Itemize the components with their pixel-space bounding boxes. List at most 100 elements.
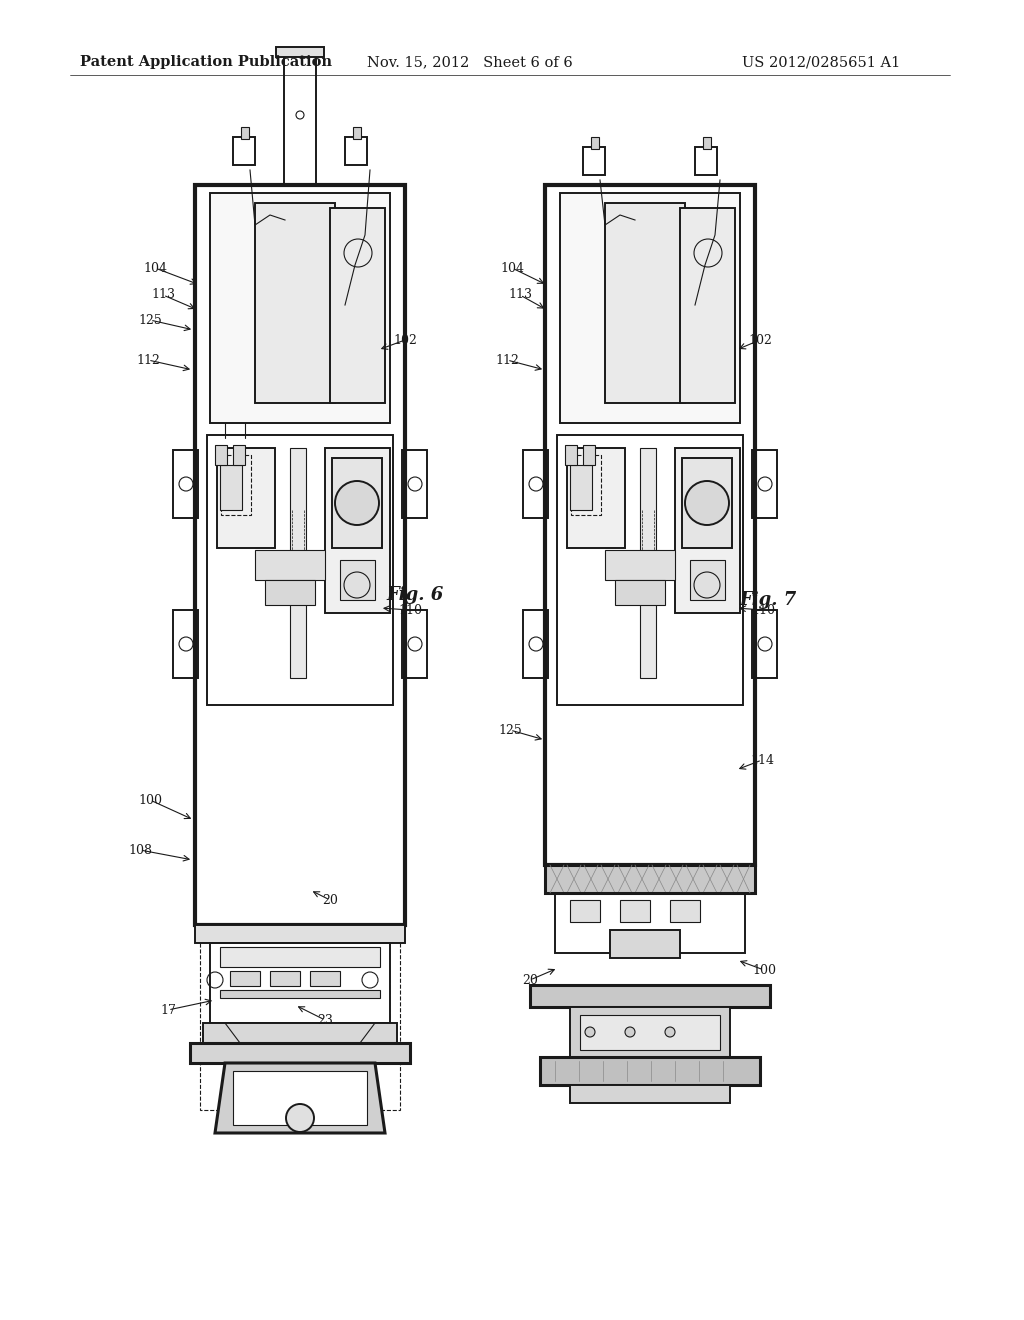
Bar bbox=[680, 209, 735, 403]
Text: 102: 102 bbox=[393, 334, 417, 346]
Bar bbox=[610, 931, 680, 958]
Bar bbox=[703, 137, 711, 149]
Bar bbox=[571, 455, 601, 515]
Bar bbox=[173, 450, 198, 517]
Bar bbox=[270, 972, 300, 986]
Bar bbox=[695, 147, 717, 176]
Bar bbox=[530, 985, 770, 1007]
Text: 100: 100 bbox=[138, 793, 162, 807]
Bar bbox=[255, 203, 335, 403]
Bar bbox=[540, 1057, 760, 1085]
Bar bbox=[241, 127, 249, 139]
Bar bbox=[195, 185, 406, 925]
Text: 113: 113 bbox=[151, 289, 175, 301]
Bar bbox=[567, 447, 625, 548]
Bar bbox=[290, 447, 306, 678]
Text: Fig. 7: Fig. 7 bbox=[739, 591, 797, 609]
Bar bbox=[620, 900, 650, 921]
Bar bbox=[353, 127, 361, 139]
Text: 112: 112 bbox=[495, 354, 519, 367]
Bar bbox=[640, 447, 656, 678]
Bar bbox=[220, 946, 380, 968]
Text: 104: 104 bbox=[143, 261, 167, 275]
Bar bbox=[230, 972, 260, 986]
Bar bbox=[545, 185, 755, 865]
Bar bbox=[670, 900, 700, 921]
Bar bbox=[591, 137, 599, 149]
Bar bbox=[215, 445, 227, 465]
Bar bbox=[523, 450, 548, 517]
Bar bbox=[545, 865, 755, 894]
Bar bbox=[583, 147, 605, 176]
Bar bbox=[615, 579, 665, 605]
Text: 110: 110 bbox=[751, 603, 775, 616]
Bar bbox=[220, 465, 242, 510]
Text: 114: 114 bbox=[750, 754, 774, 767]
Bar bbox=[690, 560, 725, 601]
Bar bbox=[570, 900, 600, 921]
Bar bbox=[233, 137, 255, 165]
Text: 100: 100 bbox=[752, 964, 776, 977]
Bar bbox=[557, 436, 743, 705]
Bar bbox=[203, 1023, 397, 1043]
Bar bbox=[200, 925, 400, 1110]
Circle shape bbox=[685, 480, 729, 525]
Bar bbox=[345, 137, 367, 165]
Text: Nov. 15, 2012   Sheet 6 of 6: Nov. 15, 2012 Sheet 6 of 6 bbox=[368, 55, 572, 69]
Text: 110: 110 bbox=[398, 603, 422, 616]
Bar bbox=[340, 560, 375, 601]
Text: 104: 104 bbox=[500, 261, 524, 275]
Bar bbox=[402, 610, 427, 678]
Bar bbox=[605, 550, 675, 579]
Text: 20: 20 bbox=[323, 894, 338, 907]
Bar bbox=[195, 925, 406, 942]
Bar bbox=[555, 894, 745, 953]
Text: 17: 17 bbox=[160, 1003, 176, 1016]
Bar bbox=[570, 465, 592, 510]
Text: 108: 108 bbox=[128, 843, 152, 857]
Text: 125: 125 bbox=[138, 314, 162, 326]
Bar bbox=[523, 610, 548, 678]
Text: 102: 102 bbox=[749, 334, 772, 346]
Text: 23: 23 bbox=[317, 1014, 333, 1027]
Bar bbox=[220, 990, 380, 998]
Circle shape bbox=[625, 1027, 635, 1038]
Polygon shape bbox=[215, 1063, 385, 1133]
Bar bbox=[284, 55, 316, 185]
Text: 20: 20 bbox=[522, 974, 538, 986]
Bar bbox=[583, 445, 595, 465]
Bar bbox=[325, 447, 390, 612]
Bar bbox=[207, 436, 393, 705]
Bar bbox=[752, 610, 777, 678]
Text: 125: 125 bbox=[498, 723, 522, 737]
Bar bbox=[565, 445, 577, 465]
Bar bbox=[560, 193, 740, 422]
Bar bbox=[210, 942, 390, 1023]
Bar bbox=[310, 972, 340, 986]
Bar bbox=[173, 610, 198, 678]
Bar bbox=[682, 458, 732, 548]
Bar bbox=[276, 48, 324, 57]
Bar bbox=[210, 193, 390, 422]
Text: Fig. 6: Fig. 6 bbox=[386, 586, 443, 605]
Bar bbox=[332, 458, 382, 548]
Text: 113: 113 bbox=[508, 289, 532, 301]
Bar bbox=[580, 1015, 720, 1049]
Bar bbox=[752, 450, 777, 517]
Text: Patent Application Publication: Patent Application Publication bbox=[80, 55, 332, 69]
Bar bbox=[402, 450, 427, 517]
Bar bbox=[605, 203, 685, 403]
Bar bbox=[255, 550, 325, 579]
Bar bbox=[570, 1007, 730, 1057]
Circle shape bbox=[665, 1027, 675, 1038]
Circle shape bbox=[286, 1104, 314, 1133]
Bar bbox=[221, 455, 251, 515]
Bar bbox=[570, 1085, 730, 1104]
Bar bbox=[217, 447, 275, 548]
Text: US 2012/0285651 A1: US 2012/0285651 A1 bbox=[741, 55, 900, 69]
Bar bbox=[675, 447, 740, 612]
Bar bbox=[233, 1071, 367, 1125]
Text: 112: 112 bbox=[136, 354, 160, 367]
Circle shape bbox=[335, 480, 379, 525]
Bar bbox=[190, 1043, 410, 1063]
